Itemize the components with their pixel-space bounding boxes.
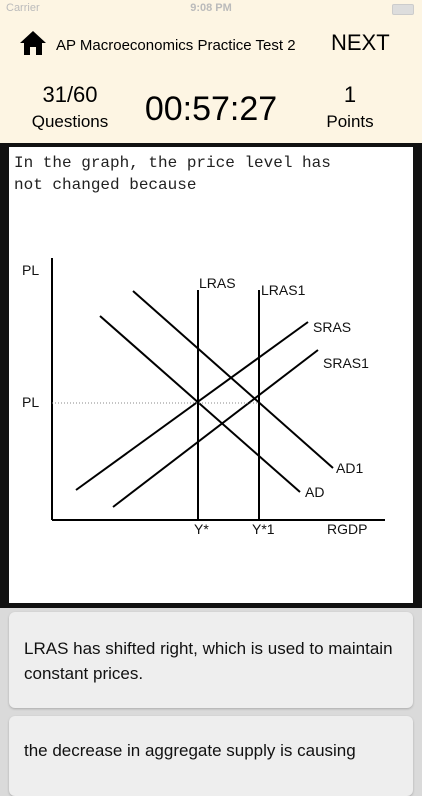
sras-line xyxy=(75,321,309,491)
answer-text: LRAS has shifted right, which is used to… xyxy=(24,639,393,683)
label: AD1 xyxy=(336,460,363,476)
clock: 9:08 PM xyxy=(190,2,232,14)
question-box: In the graph, the price level has not ch… xyxy=(9,147,413,603)
timer: 00:57:27 xyxy=(144,90,278,128)
label: AD xyxy=(305,484,324,500)
question-line: In the graph, the price level has xyxy=(14,154,331,172)
next-button[interactable]: NEXT xyxy=(331,30,390,55)
label: RGDP xyxy=(327,521,367,537)
question-line: not changed because xyxy=(14,176,197,194)
answer-text: the decrease in aggregate supply is caus… xyxy=(24,741,356,760)
label: Y* xyxy=(194,521,209,537)
points-label: Points xyxy=(326,112,374,131)
ad-line xyxy=(99,315,301,493)
title: AP Macroeconomics Practice Test 2 xyxy=(56,37,296,54)
points-value: 1 xyxy=(343,82,357,107)
questions-value: 31/60 xyxy=(42,82,98,107)
header-panel: Carrier 9:08 PM AP Macroeconomics Practi… xyxy=(0,0,422,143)
questions-label: Questions xyxy=(31,112,109,131)
label: PL xyxy=(22,394,39,410)
ad1-line xyxy=(132,290,334,469)
carrier: Carrier xyxy=(6,2,40,14)
label: Y*1 xyxy=(252,521,275,537)
label: LRAS xyxy=(199,275,236,291)
sras1-line xyxy=(112,349,319,508)
graph: PL PL LRAS LRAS1 SRAS SRAS1 AD AD1 Y* Y*… xyxy=(22,258,385,537)
answer-button[interactable]: LRAS has shifted right, which is used to… xyxy=(9,612,413,708)
label: SRAS1 xyxy=(323,355,369,371)
label: PL xyxy=(22,262,39,278)
battery xyxy=(392,4,414,15)
answer-button[interactable]: the decrease in aggregate supply is caus… xyxy=(9,716,413,796)
label: SRAS xyxy=(313,319,351,335)
home-icon[interactable] xyxy=(19,30,47,56)
label: LRAS1 xyxy=(261,282,306,298)
